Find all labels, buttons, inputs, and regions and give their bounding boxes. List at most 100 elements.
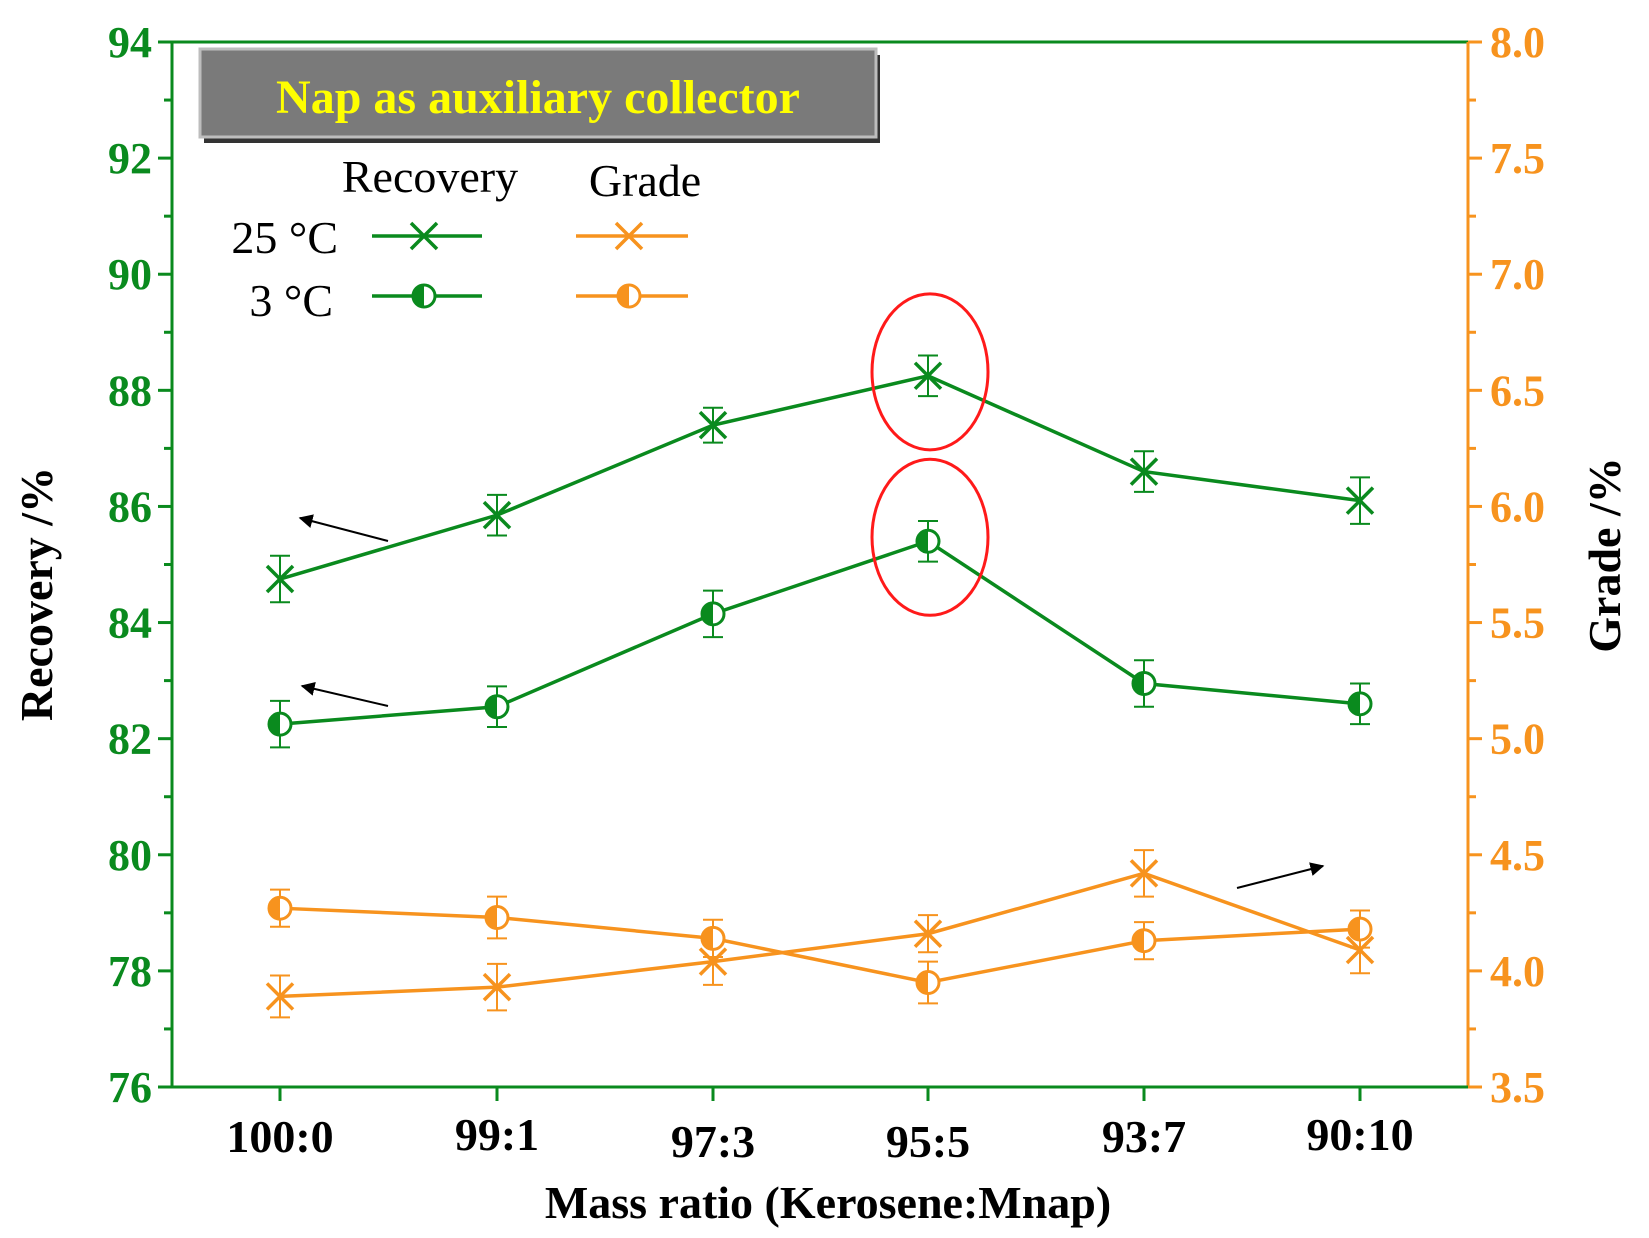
x-marker <box>265 564 295 594</box>
y-right-ticks: 3.5 4.0 4.5 5.0 5.5 6.0 6.5 7.0 7.5 8.0 <box>1468 18 1545 1112</box>
y-left-tick-label: 94 <box>108 18 152 67</box>
x-marker <box>913 361 943 391</box>
x-marker <box>1129 457 1159 486</box>
x-marker <box>1345 486 1375 515</box>
y-right-axis-title: Grade /% <box>1579 457 1630 652</box>
y-left-tick-label: 80 <box>108 831 152 880</box>
x-marker <box>1345 935 1375 965</box>
y-left-tick-label: 88 <box>108 366 152 415</box>
x-tick-label: 95:5 <box>886 1116 970 1167</box>
legend: Recovery Grade 25 °C 3 °C <box>231 151 701 326</box>
half-circle-marker <box>1131 671 1157 697</box>
chart-title: Nap as auxiliary collector <box>276 71 800 124</box>
annotation-layer <box>298 292 1325 889</box>
x-marker-stroke <box>265 982 295 1011</box>
x-marker <box>409 221 439 251</box>
y-left-axis-title: Recovery /% <box>11 467 62 721</box>
x-marker-stroke <box>409 221 439 251</box>
half-circle-fill <box>486 695 497 718</box>
half-circle-marker <box>616 283 642 309</box>
y-right-tick-label: 6.5 <box>1490 366 1545 415</box>
y-left-tick-label: 82 <box>108 715 152 764</box>
x-marker-stroke <box>482 500 512 530</box>
half-circle-marker <box>267 711 293 737</box>
half-circle-marker <box>484 904 510 930</box>
axis-pointer-arrow <box>298 514 389 542</box>
series-grade-3-c <box>267 888 1373 1005</box>
half-circle-fill <box>486 906 497 929</box>
x-marker-stroke <box>482 972 512 1002</box>
x-marker <box>482 972 512 1002</box>
y-left-tick-label: 78 <box>108 947 152 996</box>
half-circle-marker <box>915 528 941 554</box>
x-axis-title: Mass ratio (Kerosene:Mnap) <box>545 1177 1111 1228</box>
x-marker-stroke <box>698 947 728 976</box>
y-left-tick-label: 76 <box>108 1063 152 1112</box>
series-recovery-25-c <box>265 354 1375 604</box>
x-marker-stroke <box>1129 859 1159 888</box>
axis-pointer-arrow <box>1236 862 1325 889</box>
half-circle-marker <box>1347 916 1373 942</box>
x-marker <box>265 982 295 1011</box>
half-circle-marker <box>411 283 437 309</box>
half-circle-fill <box>269 897 280 920</box>
legend-row-25c: 25 °C <box>231 212 338 263</box>
highlight-ellipse <box>870 457 990 617</box>
x-tick-label: 90:10 <box>1306 1109 1413 1160</box>
x-marker <box>614 221 644 251</box>
title-banner-box <box>198 47 878 139</box>
x-marker-stroke <box>913 919 943 948</box>
y-right-tick-label: 4.0 <box>1490 947 1545 996</box>
y-right-tick-label: 7.5 <box>1490 134 1545 183</box>
x-tick-label: 97:3 <box>671 1116 755 1167</box>
half-circle-marker <box>700 601 726 627</box>
half-circle-marker <box>267 895 293 921</box>
half-circle-fill <box>618 285 629 307</box>
axis-pointer-arrow <box>300 682 389 707</box>
half-circle-marker <box>484 694 510 720</box>
x-marker-stroke <box>1129 457 1159 486</box>
x-marker <box>1129 859 1159 888</box>
x-ticks: 100:0 99:1 97:3 95:5 93:7 90:10 <box>226 1087 1414 1167</box>
x-marker <box>698 947 728 976</box>
y-left-tick-label: 92 <box>108 134 152 183</box>
y-right-tick-label: 3.5 <box>1490 1063 1545 1112</box>
x-marker-stroke <box>1345 486 1375 515</box>
legend-header-recovery: Recovery <box>342 151 518 202</box>
y-right-tick-label: 6.0 <box>1490 482 1545 531</box>
y-right-tick-label: 5.0 <box>1490 715 1545 764</box>
x-marker <box>698 410 728 440</box>
series-line <box>279 871 1361 999</box>
y-left-ticks: 76 78 80 82 84 86 88 90 92 94 <box>108 18 172 1112</box>
legend-samples <box>372 221 688 309</box>
legend-row-3c: 3 °C <box>249 275 333 326</box>
series-recovery-3-c <box>267 519 1373 749</box>
half-circle-fill <box>702 927 713 950</box>
series-layer <box>265 354 1375 1019</box>
y-right-tick-label: 4.5 <box>1490 831 1545 880</box>
x-marker <box>482 500 512 530</box>
series-line <box>279 906 1361 985</box>
highlight-ellipse <box>870 292 990 452</box>
y-right-tick-label: 5.5 <box>1490 599 1545 648</box>
half-circle-fill <box>1349 692 1360 715</box>
half-circle-marker <box>1131 928 1157 954</box>
y-left-tick-label: 84 <box>108 599 152 648</box>
x-tick-label: 93:7 <box>1102 1111 1186 1162</box>
title-banner: Nap as auxiliary collector <box>198 47 880 143</box>
x-marker-stroke <box>614 221 644 251</box>
half-circle-fill <box>269 713 280 736</box>
series-line <box>279 373 1361 581</box>
x-marker-stroke <box>913 361 943 391</box>
x-marker <box>913 919 943 948</box>
half-circle-marker <box>915 970 941 995</box>
half-circle-fill <box>1349 918 1360 941</box>
y-right-tick-label: 8.0 <box>1490 18 1545 67</box>
x-marker-stroke <box>1345 935 1375 965</box>
x-marker-stroke <box>698 410 728 440</box>
y-left-tick-label: 90 <box>108 250 152 299</box>
legend-header-grade: Grade <box>589 155 701 206</box>
half-circle-fill <box>1133 929 1144 952</box>
series-line <box>279 539 1361 726</box>
